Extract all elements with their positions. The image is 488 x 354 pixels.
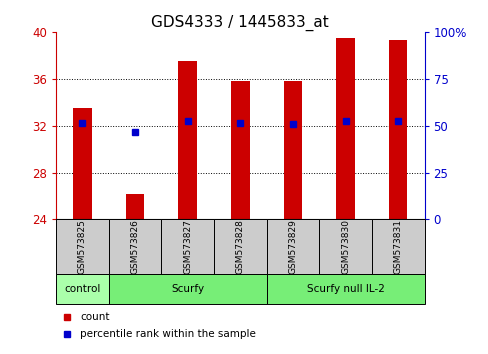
Bar (126, 194, 144, 219)
Bar (231, 81, 249, 219)
Text: control: control (64, 284, 101, 295)
Text: Scurfy null IL-2: Scurfy null IL-2 (306, 284, 385, 295)
Bar (284, 81, 302, 219)
Bar (266, 219, 319, 274)
Bar (214, 219, 266, 274)
Text: GSM573828: GSM573828 (236, 219, 245, 274)
Title: GDS4333 / 1445833_at: GDS4333 / 1445833_at (151, 14, 329, 30)
Text: Scurfy: Scurfy (171, 284, 204, 295)
Text: GSM573826: GSM573826 (131, 219, 140, 274)
Bar (319, 219, 372, 274)
Text: GSM573827: GSM573827 (183, 219, 192, 274)
Text: GSM573830: GSM573830 (341, 219, 350, 274)
Bar (336, 38, 355, 219)
Bar (73, 108, 92, 219)
Text: GSM573829: GSM573829 (288, 219, 298, 274)
Bar (372, 219, 425, 274)
Bar (266, 274, 425, 304)
Text: count: count (80, 312, 110, 322)
Text: GSM573831: GSM573831 (394, 219, 403, 274)
Bar (179, 61, 197, 219)
Bar (56, 274, 109, 304)
Text: percentile rank within the sample: percentile rank within the sample (80, 329, 256, 339)
Bar (109, 274, 266, 304)
Bar (56, 219, 109, 274)
Text: GSM573825: GSM573825 (78, 219, 87, 274)
Bar (389, 40, 407, 219)
Bar (109, 219, 162, 274)
Bar (162, 219, 214, 274)
